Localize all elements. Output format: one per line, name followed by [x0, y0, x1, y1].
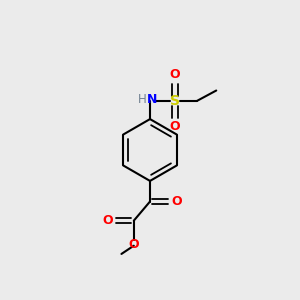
Text: O: O — [170, 68, 180, 81]
Text: O: O — [128, 238, 139, 251]
Text: N: N — [147, 93, 158, 106]
Text: H: H — [137, 93, 146, 106]
Text: S: S — [170, 94, 180, 108]
Text: O: O — [170, 120, 180, 133]
Text: O: O — [102, 214, 113, 227]
Text: O: O — [171, 195, 181, 208]
